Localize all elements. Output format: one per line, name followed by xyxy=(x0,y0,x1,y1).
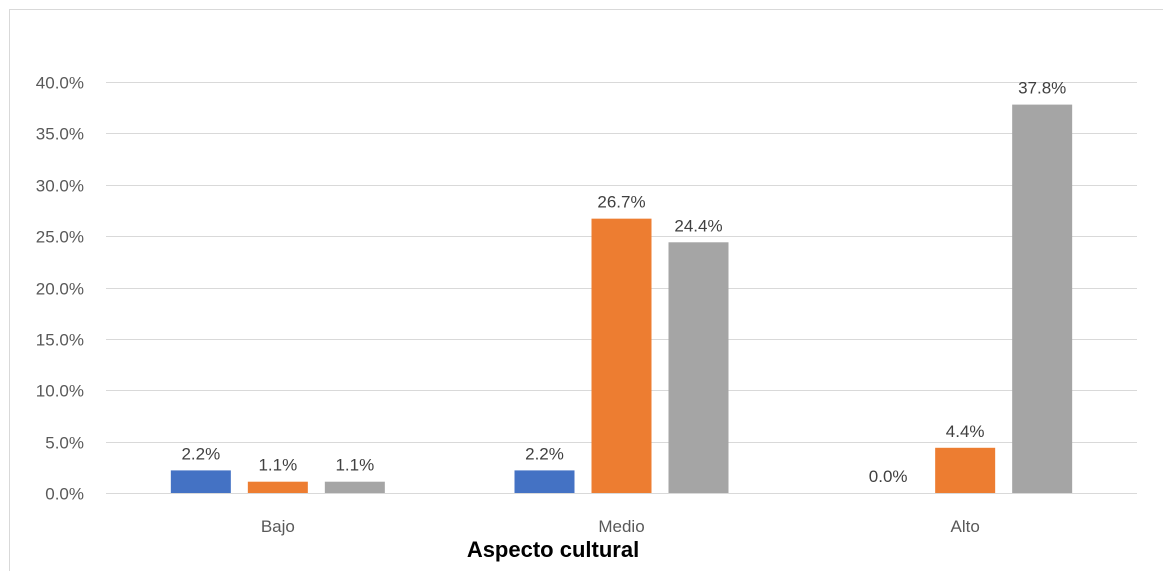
bar xyxy=(514,470,575,493)
x-tick-label: Alto xyxy=(951,517,980,536)
bar xyxy=(1012,104,1073,493)
bar xyxy=(668,242,729,493)
bar xyxy=(935,447,996,493)
data-labels: 2.2% 1.1% 1.1% 2.2% 26.7% 24.4% 0.0% 4.4% 37.8% xyxy=(181,79,1066,486)
y-tick-label: 40.0% xyxy=(36,74,84,93)
y-tick-label: 30.0% xyxy=(36,177,84,196)
bar xyxy=(247,481,308,493)
chart-frame xyxy=(9,9,1163,571)
y-tick-label: 10.0% xyxy=(36,382,84,401)
data-label: 1.1% xyxy=(335,456,374,475)
x-tick-label: Bajo xyxy=(261,517,295,536)
data-label: 4.4% xyxy=(946,422,985,441)
bars xyxy=(170,104,1073,493)
x-axis-title: Aspecto cultural xyxy=(467,537,639,562)
data-label: 0.0% xyxy=(869,467,908,486)
bar xyxy=(170,470,231,493)
y-tick-label: 20.0% xyxy=(36,280,84,299)
data-label: 2.2% xyxy=(181,444,220,463)
bar xyxy=(324,481,385,493)
y-tick-label: 5.0% xyxy=(45,434,84,453)
y-axis-ticks: 0.0% 5.0% 10.0% 15.0% 20.0% 25.0% 30.0% 35.0% 40… xyxy=(36,74,84,504)
x-axis-ticks: Bajo Medio Alto xyxy=(261,517,980,536)
data-label: 1.1% xyxy=(258,456,297,475)
y-tick-label: 25.0% xyxy=(36,228,84,247)
data-label: 24.4% xyxy=(674,216,722,235)
y-tick-label: 15.0% xyxy=(36,331,84,350)
y-tick-label: 0.0% xyxy=(45,485,84,504)
y-tick-label: 35.0% xyxy=(36,125,84,144)
data-label: 26.7% xyxy=(597,193,645,212)
data-label: 37.8% xyxy=(1018,79,1066,98)
x-tick-label: Medio xyxy=(598,517,644,536)
bar xyxy=(591,218,652,493)
data-label: 2.2% xyxy=(525,444,564,463)
